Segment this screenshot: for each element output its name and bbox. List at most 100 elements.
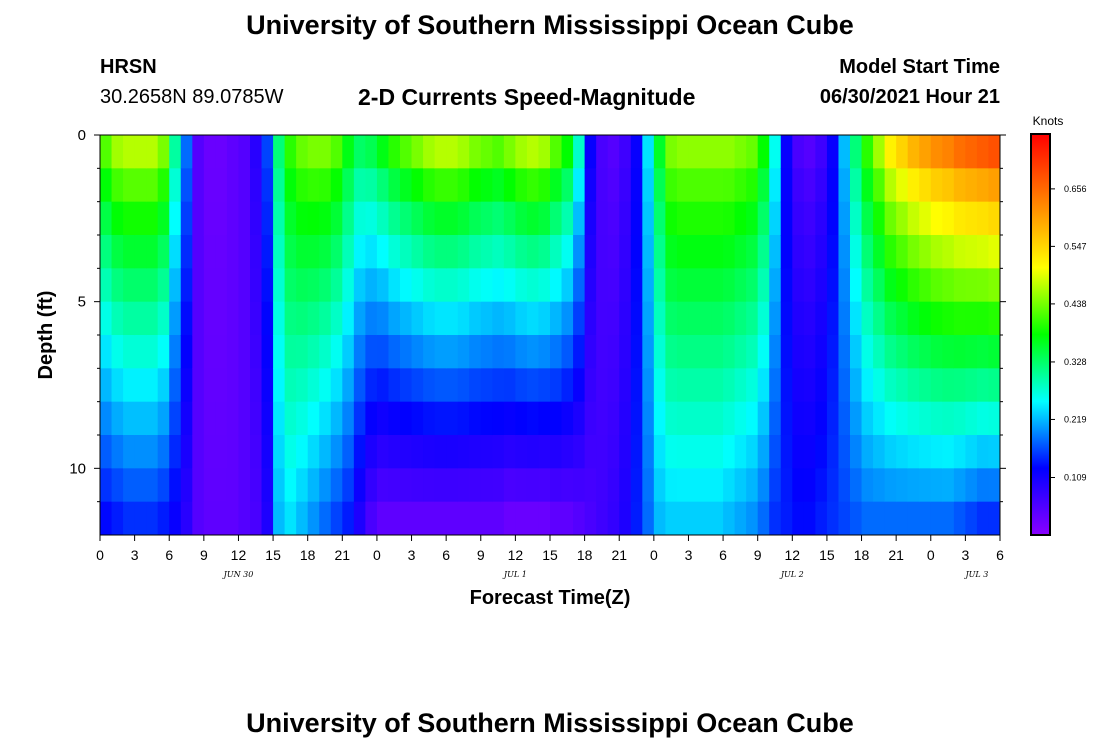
- heatmap-cell: [388, 135, 401, 169]
- heatmap-cell: [192, 235, 205, 269]
- heatmap-cell: [215, 235, 228, 269]
- heatmap-cell: [492, 335, 505, 369]
- heatmap-cell: [503, 435, 516, 469]
- heatmap-cell: [676, 268, 690, 303]
- heatmap-cell: [342, 468, 355, 503]
- heatmap-cell: [573, 468, 586, 503]
- heatmap-cell: [134, 401, 147, 436]
- heatmap-cell: [469, 368, 482, 403]
- heatmap-cell: [550, 201, 563, 236]
- heatmap-cell: [792, 168, 805, 203]
- heatmap-cell: [919, 501, 932, 535]
- heatmap-cell: [192, 301, 205, 336]
- heatmap-cell: [273, 368, 286, 403]
- heatmap-cell: [353, 401, 366, 436]
- heatmap-cell: [550, 368, 563, 403]
- heatmap-cell: [619, 235, 632, 269]
- heatmap-cell: [550, 235, 563, 269]
- heatmap-cell: [746, 268, 759, 303]
- heatmap-cell: [284, 401, 297, 436]
- heatmap-cell: [123, 468, 136, 503]
- heatmap-cell: [746, 235, 759, 269]
- heatmap-cell: [584, 335, 597, 369]
- heatmap-cell: [157, 335, 170, 369]
- heatmap-cell: [803, 368, 816, 403]
- heatmap-cell: [169, 368, 182, 403]
- heatmap-cell: [469, 235, 482, 269]
- heatmap-cell: [688, 235, 701, 269]
- heatmap-cell: [469, 435, 482, 469]
- heatmap-cell: [330, 435, 343, 469]
- heatmap-cell: [226, 435, 240, 469]
- heatmap-cell: [642, 501, 655, 535]
- heatmap-cell: [123, 168, 136, 203]
- colorbar-tick-label: 0.547: [1064, 241, 1087, 251]
- x-tick-label: 15: [819, 547, 835, 563]
- heatmap-cell: [907, 301, 920, 336]
- heatmap-cell: [192, 468, 205, 503]
- heatmap-cell: [365, 501, 378, 535]
- heatmap-cell: [169, 301, 182, 336]
- heatmap-cell: [284, 368, 297, 403]
- heatmap-cell: [457, 201, 470, 236]
- heatmap-cell: [146, 401, 159, 436]
- heatmap-cell: [388, 301, 401, 336]
- heatmap-cell: [803, 201, 816, 236]
- heatmap-cell: [584, 368, 597, 403]
- heatmap-cell: [573, 401, 586, 436]
- heatmap-cell: [734, 368, 747, 403]
- heatmap-cell: [976, 235, 990, 269]
- heatmap-cell: [353, 368, 366, 403]
- heatmap-cell: [515, 335, 528, 369]
- heatmap-cell: [607, 335, 620, 369]
- heatmap-cell: [400, 368, 413, 403]
- heatmap-cell: [850, 268, 863, 303]
- heatmap-cell: [111, 401, 124, 436]
- heatmap-cell: [319, 135, 332, 169]
- date-label: JUL 1: [502, 570, 527, 579]
- date-label: JUN 30: [222, 570, 254, 579]
- heatmap-cell: [815, 468, 828, 503]
- heatmap-cell: [180, 301, 193, 336]
- heatmap-cell: [111, 168, 124, 203]
- x-tick-label: 3: [131, 547, 139, 563]
- heatmap-cell: [319, 201, 332, 236]
- heatmap-cell: [988, 501, 1000, 535]
- heatmap-cell: [469, 501, 482, 535]
- heatmap-cell: [792, 235, 805, 269]
- heatmap-cell: [342, 335, 355, 369]
- heatmap-cell: [884, 201, 897, 236]
- heatmap-cell: [700, 268, 713, 303]
- heatmap-cell: [261, 335, 274, 369]
- heatmap-cell: [111, 335, 124, 369]
- heatmap-cell: [861, 135, 874, 169]
- x-tick-label: 18: [300, 547, 316, 563]
- heatmap-cell: [146, 268, 159, 303]
- heatmap-cell: [653, 201, 666, 236]
- heatmap-cell: [192, 435, 205, 469]
- heatmap-cell: [180, 468, 193, 503]
- heatmap-cell: [550, 268, 563, 303]
- heatmap-cell: [642, 201, 655, 236]
- heatmap-cell: [250, 135, 263, 169]
- heatmap-cell: [192, 501, 205, 535]
- station-name: HRSN: [100, 56, 157, 78]
- heatmap-cell: [157, 468, 170, 503]
- heatmap-cell: [123, 268, 136, 303]
- heatmap-cell: [861, 401, 874, 436]
- heatmap-cell: [700, 501, 713, 535]
- heatmap-cell: [630, 335, 643, 369]
- heatmap-cell: [838, 368, 851, 403]
- heatmap-cell: [630, 401, 643, 436]
- heatmap-cell: [376, 135, 390, 169]
- heatmap-cell: [353, 135, 366, 169]
- heatmap-cell: [826, 368, 840, 403]
- heatmap-cell: [919, 468, 932, 503]
- heatmap-cell: [296, 268, 309, 303]
- heatmap-cell: [446, 468, 459, 503]
- heatmap-cell: [469, 201, 482, 236]
- heatmap-cell: [226, 401, 240, 436]
- heatmap-cell: [723, 335, 736, 369]
- heatmap-cell: [896, 501, 909, 535]
- heatmap-cell: [757, 501, 770, 535]
